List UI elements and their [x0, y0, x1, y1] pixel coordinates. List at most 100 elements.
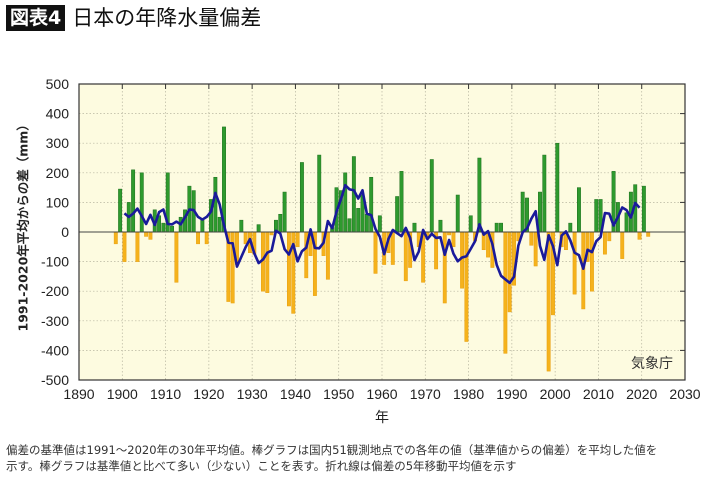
bar-positive [577, 187, 581, 233]
x-axis-title: 年 [375, 410, 389, 426]
bar-positive [317, 154, 322, 233]
bar-negative [607, 231, 612, 242]
bar-positive [568, 222, 573, 233]
bar-negative [572, 231, 577, 295]
bar-positive [369, 176, 374, 233]
bar-positive [256, 224, 261, 233]
moving-average-line [123, 183, 641, 285]
bar-positive [356, 208, 361, 233]
bar-negative [464, 231, 469, 342]
x-tick-label: 1940 [280, 386, 311, 402]
bar-negative [243, 231, 248, 245]
bar-negative [135, 231, 140, 262]
bar-positive [499, 222, 503, 233]
bar-negative [546, 231, 551, 372]
bar-negative [581, 231, 586, 310]
bar-positive [429, 159, 434, 233]
y-tick-label: 300 [46, 135, 70, 151]
y-tick-label: -200 [41, 283, 69, 299]
bar-negative [122, 231, 127, 262]
y-tick-label: 500 [46, 76, 70, 92]
bar-negative [529, 231, 534, 246]
caption-line-1: 偏差の基準値は1991～2020年の30年平均値。棒グラフは国内51観測地点での… [6, 443, 658, 457]
bar-negative [637, 231, 642, 240]
bar-positive [520, 191, 525, 233]
bar-positive [118, 188, 123, 233]
bar-positive [364, 213, 369, 233]
bar-negative [113, 231, 118, 245]
x-tick-label: 2000 [540, 386, 571, 402]
bar-positive [412, 222, 417, 233]
y-tick-label: -100 [41, 254, 69, 270]
x-tick-label: 1990 [496, 386, 527, 402]
bar-positive [438, 219, 443, 233]
bar-positive [139, 172, 144, 233]
figure-caption: 偏差の基準値は1991～2020年の30年平均値。棒グラフは国内51観測地点での… [6, 442, 706, 474]
figure-header: 図表4 日本の年降水量偏差 [6, 5, 261, 31]
bar-positive [239, 219, 244, 233]
figure-number-badge: 図表4 [6, 5, 66, 31]
caption-line-2: 示す。棒グラフは基準値と比べて多い（少ない）ことを表す。折れ線は偏差の5年移動平… [6, 459, 517, 473]
x-tick-labels: 1890 1900 1910 1920 1930 1940 1950 1960 1970 1980… [63, 386, 700, 402]
bar-positive [217, 216, 222, 233]
y-tick-label: 200 [46, 165, 70, 181]
bar-positive [542, 154, 547, 233]
bar-positive [200, 219, 205, 233]
x-tick-label: 1900 [107, 386, 138, 402]
x-tick-label: 2010 [583, 386, 614, 402]
bar-negative [602, 231, 607, 255]
x-tick-label: 1920 [193, 386, 224, 402]
bar-positive [395, 196, 400, 233]
bar-positive [282, 191, 287, 233]
y-tick-label: -300 [41, 313, 69, 329]
x-tick-label: 1960 [366, 386, 397, 402]
bar-negative [144, 231, 149, 237]
y-tick-labels: 500 400 300 200 100 0 -100 -200 -300 -400 -500 [41, 76, 69, 388]
bar-positive [624, 212, 629, 233]
x-tick-label: 1930 [237, 386, 268, 402]
x-tick-label: 1950 [323, 386, 354, 402]
bar-positive [494, 222, 499, 233]
figure-title: 日本の年降水量偏差 [72, 6, 262, 30]
bar-positive [377, 215, 382, 233]
bar-positive [468, 215, 473, 233]
bar-negative [646, 231, 651, 237]
bar-positive [278, 213, 283, 233]
bar-negative [325, 231, 330, 280]
bar-positive [455, 194, 460, 233]
bar-negative [265, 231, 270, 293]
y-tick-label: 0 [61, 224, 69, 240]
x-tick-label: 1890 [63, 386, 94, 402]
bar-negative [442, 231, 447, 304]
bar-negative [589, 231, 594, 292]
bar-positive [347, 218, 352, 233]
bar-negative [196, 231, 200, 245]
bar-negative [451, 231, 456, 248]
bar-positive [477, 157, 482, 233]
source-label: 気象庁 [631, 356, 673, 372]
bar-negative [148, 231, 153, 240]
bar-negative [533, 231, 538, 267]
plot-frame [78, 83, 686, 381]
bar-negative [503, 231, 508, 354]
bar-positive [299, 162, 304, 233]
y-tick-label: 400 [46, 106, 70, 122]
x-tick-label: 1980 [453, 386, 484, 402]
bar-negative [620, 231, 625, 259]
bar-negative [286, 231, 291, 307]
y-tick-label: -500 [41, 372, 69, 388]
bar-negative [174, 231, 179, 283]
x-tick-label: 2020 [626, 386, 657, 402]
precipitation-anomaly-chart: 500 400 300 200 100 0 -100 -200 -300 -400 -500 189… [41, 76, 701, 426]
bar-positive [213, 176, 218, 233]
x-tick-label: 1970 [410, 386, 441, 402]
bar-positive [594, 199, 599, 233]
bar-positive [343, 172, 348, 233]
bar-positive [641, 185, 646, 233]
bar-negative [373, 231, 378, 274]
x-tick-label: 1910 [150, 386, 181, 402]
bar-positive [399, 171, 404, 233]
bar-positive [555, 142, 560, 233]
y-tick-label: -400 [41, 342, 69, 358]
bar-negative [390, 231, 395, 265]
